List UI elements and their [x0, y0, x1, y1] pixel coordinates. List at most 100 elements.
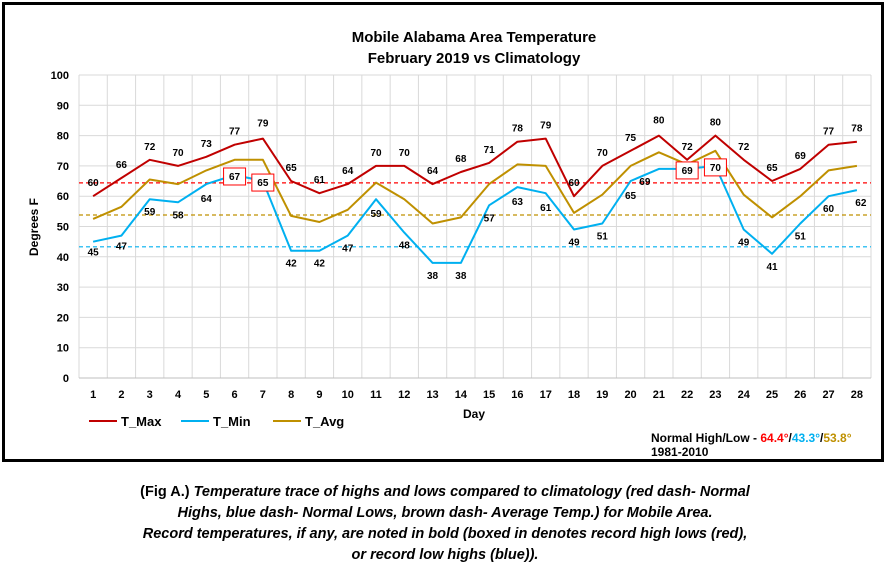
- tmin-label-day-10: 47: [342, 244, 354, 255]
- x-tick-label-24: 24: [738, 389, 751, 401]
- y-tick-label-70: 70: [57, 161, 69, 173]
- y-tick-label-90: 90: [57, 100, 69, 112]
- x-tick-label-17: 17: [540, 389, 552, 401]
- tmax-label-day-21: 80: [653, 116, 665, 127]
- x-tick-label-11: 11: [370, 389, 382, 401]
- tmax-label-day-11: 70: [370, 148, 382, 159]
- tmin-label-day-18: 49: [568, 238, 580, 249]
- y-tick-label-50: 50: [57, 222, 69, 234]
- data-labels: 60 66 72 70 73 77 79 65 61 64 70 70 64 68 71 78 79 60 70 75…: [88, 116, 867, 282]
- figure-caption: (Fig A.) Temperature trace of highs and …: [0, 482, 890, 566]
- tmax-label-day-4: 70: [172, 148, 184, 159]
- tmax-label-day-27: 77: [823, 127, 835, 138]
- normal-lines: [79, 182, 871, 248]
- tmax-label-day-25: 65: [766, 163, 778, 174]
- y-tick-label-10: 10: [57, 343, 69, 355]
- tmin-label-day-27: 60: [823, 204, 835, 215]
- tmin-label-day-28: 62: [855, 198, 867, 209]
- caption-line-2: Highs, blue dash- Normal Lows, brown das…: [177, 505, 713, 521]
- y-tick-label-80: 80: [57, 131, 69, 143]
- tmax-label-day-28: 78: [851, 124, 863, 135]
- x-tick-label-14: 14: [455, 389, 468, 401]
- tmax-label-day-14: 68: [455, 154, 467, 165]
- tmax-label-day-12: 70: [399, 148, 411, 159]
- y-tick-label-100: 100: [51, 70, 69, 82]
- x-tick-label-20: 20: [624, 389, 636, 401]
- tmax-label-day-13: 64: [427, 166, 439, 177]
- tmax-label-day-1: 60: [88, 178, 100, 189]
- normals-sep-2: /: [820, 431, 824, 445]
- normals-label: Normal High/Low - 64.4°/43.3°/53.8°: [651, 431, 852, 445]
- series-line-t-max: [92, 134, 858, 198]
- y-axis-title: Degrees F: [27, 198, 41, 256]
- x-tick-label-8: 8: [288, 389, 294, 401]
- tmin-label-day-4: 58: [172, 210, 184, 221]
- tmax-label-day-20: 75: [625, 133, 637, 144]
- tmin-label-day-20: 65: [625, 191, 637, 202]
- x-tick-label-10: 10: [342, 389, 354, 401]
- normal-high-value: 64.4°: [760, 431, 788, 445]
- tmin-label-day-25: 41: [766, 262, 778, 273]
- x-tick-label-6: 6: [232, 389, 238, 401]
- x-tick-label-18: 18: [568, 389, 580, 401]
- tmin-label-day-19: 51: [597, 231, 609, 242]
- tmax-label-day-2: 66: [116, 160, 128, 171]
- x-tick-label-23: 23: [709, 389, 721, 401]
- y-tick-label-40: 40: [57, 252, 69, 264]
- tmax-label-day-23: 80: [710, 118, 722, 129]
- x-axis-title: Day: [463, 407, 485, 421]
- legend-label-t-min: T_Min: [213, 414, 251, 429]
- tmax-label-day-16: 78: [512, 124, 524, 135]
- x-tick-label-12: 12: [398, 389, 410, 401]
- normals-prefix: Normal High/Low -: [651, 431, 760, 445]
- tmax-label-day-10: 64: [342, 166, 354, 177]
- x-tick-label-9: 9: [316, 389, 322, 401]
- tmin-label-day-3: 59: [144, 207, 156, 218]
- tmin-label-day-14: 38: [455, 271, 467, 282]
- tmax-label-day-15: 71: [484, 145, 496, 156]
- tmax-label-day-6: 77: [229, 127, 241, 138]
- tmax-label-day-3: 72: [144, 142, 156, 153]
- x-tick-label-26: 26: [794, 389, 806, 401]
- tmin-label-day-17: 61: [540, 203, 552, 214]
- tmax-label-day-18: 60: [568, 178, 580, 189]
- tmin-label-day-16: 63: [512, 197, 524, 208]
- normals-period: 1981-2010: [651, 445, 709, 459]
- x-tick-label-27: 27: [822, 389, 834, 401]
- x-tick-label-21: 21: [653, 389, 665, 401]
- x-tick-label-19: 19: [596, 389, 608, 401]
- tmin-label-day-7: 65: [257, 178, 269, 189]
- tmin-label-day-15: 57: [484, 213, 496, 224]
- y-tick-label-30: 30: [57, 282, 69, 294]
- legend-label-t-max: T_Max: [121, 414, 162, 429]
- tmin-label-day-23: 70: [710, 163, 722, 174]
- tmin-label-day-6: 67: [229, 172, 241, 183]
- x-tick-label-3: 3: [147, 389, 153, 401]
- normals-sep-1: /: [789, 431, 793, 445]
- x-tick-label-16: 16: [511, 389, 523, 401]
- tmin-label-day-11: 59: [370, 209, 382, 220]
- record-box-day-6: [223, 167, 247, 186]
- chart-title-line-2: February 2019 vs Climatology: [368, 50, 581, 67]
- record-box-day-22: [675, 161, 699, 180]
- x-tick-label-25: 25: [766, 389, 778, 401]
- record-box-day-7: [251, 173, 275, 192]
- x-tick-label-7: 7: [260, 389, 266, 401]
- record-box-day-23: [703, 158, 727, 177]
- x-tick-label-22: 22: [681, 389, 693, 401]
- y-tick-label-0: 0: [63, 373, 69, 385]
- tmin-label-day-2: 47: [116, 242, 128, 253]
- tmax-label-day-22: 72: [682, 142, 694, 153]
- x-tick-label-28: 28: [851, 389, 863, 401]
- tmin-label-day-13: 38: [427, 271, 439, 282]
- caption-line-3: Record temperatures, if any, are noted i…: [142, 526, 748, 542]
- tmax-label-day-8: 65: [286, 163, 298, 174]
- caption-line-1-text: Temperature trace of highs and lows comp…: [189, 484, 750, 500]
- x-tick-label-5: 5: [203, 389, 209, 401]
- tmin-label-day-21: 69: [639, 177, 651, 188]
- tmax-label-day-24: 72: [738, 142, 750, 153]
- tmin-label-day-9: 42: [314, 259, 326, 270]
- legend-label-t-avg: T_Avg: [305, 414, 344, 429]
- x-tick-label-4: 4: [175, 389, 182, 401]
